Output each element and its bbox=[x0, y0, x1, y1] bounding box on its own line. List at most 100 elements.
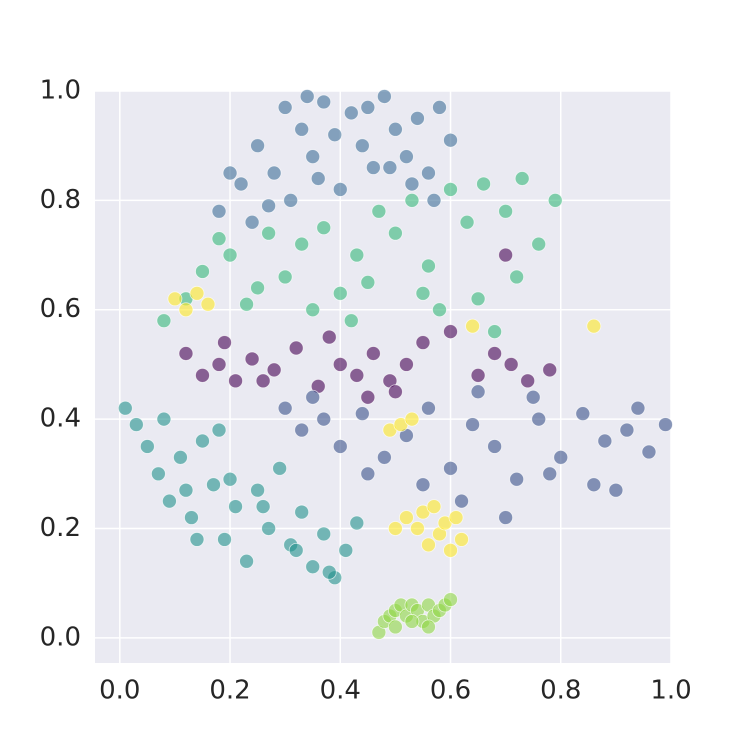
point bbox=[162, 493, 177, 509]
y-tick-label: 0.8 bbox=[40, 185, 81, 215]
point bbox=[189, 285, 205, 301]
point bbox=[305, 559, 321, 575]
point bbox=[178, 346, 194, 361]
point bbox=[371, 203, 387, 219]
point bbox=[195, 433, 210, 449]
point bbox=[388, 225, 403, 241]
point bbox=[244, 214, 260, 230]
point bbox=[514, 171, 530, 186]
point bbox=[332, 182, 348, 197]
point bbox=[426, 192, 442, 208]
point bbox=[443, 132, 458, 148]
point bbox=[575, 406, 591, 422]
point bbox=[211, 231, 227, 247]
point bbox=[349, 367, 365, 383]
point bbox=[349, 247, 365, 263]
x-tick-label: 1.0 bbox=[650, 676, 691, 706]
point bbox=[586, 318, 602, 334]
point bbox=[399, 149, 414, 165]
point bbox=[321, 329, 337, 345]
point bbox=[498, 247, 514, 263]
point bbox=[470, 291, 486, 307]
point bbox=[410, 521, 425, 536]
point bbox=[294, 121, 310, 137]
point bbox=[448, 510, 464, 525]
point bbox=[365, 160, 381, 175]
point bbox=[388, 619, 403, 635]
point bbox=[360, 274, 376, 290]
point bbox=[597, 433, 613, 449]
point bbox=[305, 389, 321, 405]
point bbox=[432, 100, 447, 115]
point bbox=[465, 417, 480, 432]
x-tick-label: 0.6 bbox=[430, 676, 471, 706]
point bbox=[354, 138, 370, 154]
point bbox=[487, 439, 503, 454]
point bbox=[343, 105, 359, 121]
point bbox=[277, 269, 293, 285]
point bbox=[421, 619, 436, 635]
point bbox=[459, 214, 475, 230]
point bbox=[250, 138, 266, 154]
point bbox=[255, 499, 271, 515]
point bbox=[261, 225, 277, 241]
point bbox=[299, 89, 315, 104]
point bbox=[404, 176, 420, 192]
point bbox=[487, 346, 503, 361]
x-tick-label: 0.0 bbox=[99, 676, 140, 706]
point bbox=[283, 192, 299, 208]
plot-area bbox=[95, 91, 671, 663]
point bbox=[443, 592, 458, 607]
point bbox=[354, 406, 370, 422]
point bbox=[388, 521, 403, 536]
point bbox=[454, 532, 469, 547]
point bbox=[443, 324, 458, 340]
point bbox=[266, 165, 282, 181]
point bbox=[404, 614, 420, 629]
point bbox=[619, 422, 635, 438]
point bbox=[184, 510, 199, 525]
point bbox=[222, 165, 238, 181]
point bbox=[233, 176, 249, 192]
point bbox=[443, 542, 458, 558]
point bbox=[228, 373, 243, 389]
point bbox=[360, 389, 376, 405]
point bbox=[211, 422, 227, 438]
point bbox=[178, 482, 194, 498]
y-tick-label: 1.0 bbox=[40, 76, 81, 106]
y-tick-label: 0.6 bbox=[40, 294, 81, 324]
point bbox=[211, 357, 227, 372]
point bbox=[470, 384, 486, 400]
point bbox=[266, 362, 282, 378]
point bbox=[630, 400, 646, 416]
point bbox=[294, 236, 310, 252]
point bbox=[327, 127, 343, 143]
point bbox=[305, 149, 321, 165]
point bbox=[294, 422, 310, 438]
point bbox=[382, 160, 398, 175]
point bbox=[316, 220, 332, 236]
point bbox=[376, 449, 392, 465]
point bbox=[443, 182, 458, 197]
point bbox=[178, 302, 194, 318]
point bbox=[316, 94, 332, 110]
point bbox=[399, 510, 414, 525]
point bbox=[415, 477, 431, 493]
point bbox=[222, 471, 238, 487]
point bbox=[547, 192, 563, 208]
point bbox=[321, 564, 337, 580]
point bbox=[487, 324, 503, 340]
point bbox=[426, 499, 442, 515]
point bbox=[217, 532, 232, 547]
y-tick-label: 0.2 bbox=[40, 513, 81, 543]
point bbox=[173, 449, 188, 465]
point bbox=[310, 171, 326, 186]
point bbox=[288, 340, 304, 356]
point bbox=[542, 362, 558, 378]
point bbox=[139, 439, 155, 454]
point bbox=[404, 192, 420, 208]
point bbox=[316, 411, 332, 427]
point bbox=[465, 318, 480, 334]
x-tick-label: 0.8 bbox=[540, 676, 581, 706]
